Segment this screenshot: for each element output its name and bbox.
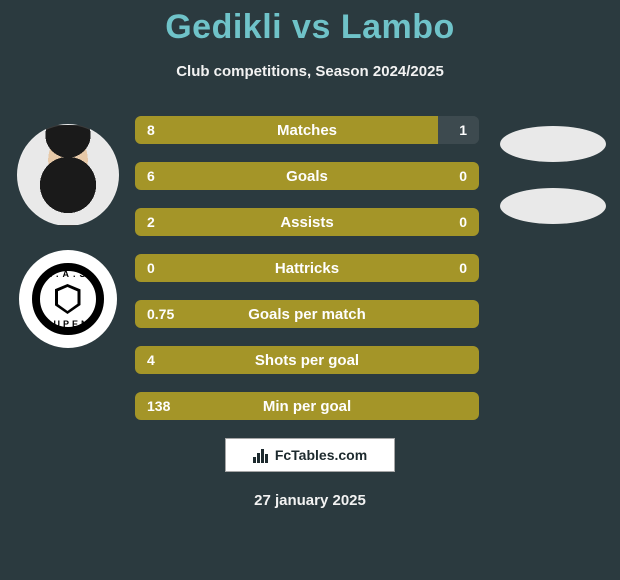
stat-value-right	[455, 300, 479, 328]
footer-date: 27 january 2025	[254, 492, 366, 509]
stat-row: 20Assists	[135, 208, 479, 236]
stat-row: 60Goals	[135, 162, 479, 190]
club-text-top: K.A.S	[40, 269, 96, 279]
right-player-column	[485, 116, 620, 224]
infographic: Gedikli vs Lambo Club competitions, Seas…	[0, 0, 620, 580]
stat-value-left: 8	[135, 116, 167, 144]
stat-value-right: 0	[447, 208, 479, 236]
stat-bar-left	[135, 254, 479, 282]
club-logo: K.A.S EUPEN	[19, 250, 117, 348]
stat-value-left: 4	[135, 346, 167, 374]
stat-value-right: 0	[447, 162, 479, 190]
stat-row: 81Matches	[135, 116, 479, 144]
source-brand: FcTables.com	[275, 447, 367, 463]
stat-value-left: 138	[135, 392, 182, 420]
stat-value-left: 0	[135, 254, 167, 282]
stat-row: 138Min per goal	[135, 392, 479, 420]
stat-value-left: 0.75	[135, 300, 186, 328]
stat-value-left: 6	[135, 162, 167, 190]
stat-value-left: 2	[135, 208, 167, 236]
left-player-column: K.A.S EUPEN	[0, 116, 135, 348]
stat-row: 4Shots per goal	[135, 346, 479, 374]
stat-row: 0.75Goals per match	[135, 300, 479, 328]
stat-row: 00Hattricks	[135, 254, 479, 282]
club-logo-ring: K.A.S EUPEN	[32, 263, 104, 335]
stat-bar-left	[135, 162, 479, 190]
stat-value-right	[455, 392, 479, 420]
stat-bar-left	[135, 392, 479, 420]
stat-value-right: 0	[447, 254, 479, 282]
bar-chart-icon	[253, 447, 271, 463]
club-placeholder-icon	[500, 188, 606, 224]
stat-bar-left	[135, 208, 479, 236]
stat-value-right: 1	[447, 116, 479, 144]
stat-bar-left	[135, 116, 438, 144]
page-subtitle: Club competitions, Season 2024/2025	[176, 63, 444, 80]
stat-bar-left	[135, 346, 479, 374]
stat-bar-left	[135, 300, 479, 328]
main-row: K.A.S EUPEN 81Matches60Goals20Assists00H…	[0, 116, 620, 420]
stat-value-right	[455, 346, 479, 374]
player-placeholder-icon	[500, 126, 606, 162]
club-shield-icon	[55, 284, 81, 314]
page-title: Gedikli vs Lambo	[165, 8, 455, 47]
club-text-bottom: EUPEN	[40, 319, 96, 329]
stat-bars: 81Matches60Goals20Assists00Hattricks0.75…	[135, 116, 485, 420]
source-badge: FcTables.com	[225, 438, 395, 472]
player-photo	[17, 124, 119, 226]
